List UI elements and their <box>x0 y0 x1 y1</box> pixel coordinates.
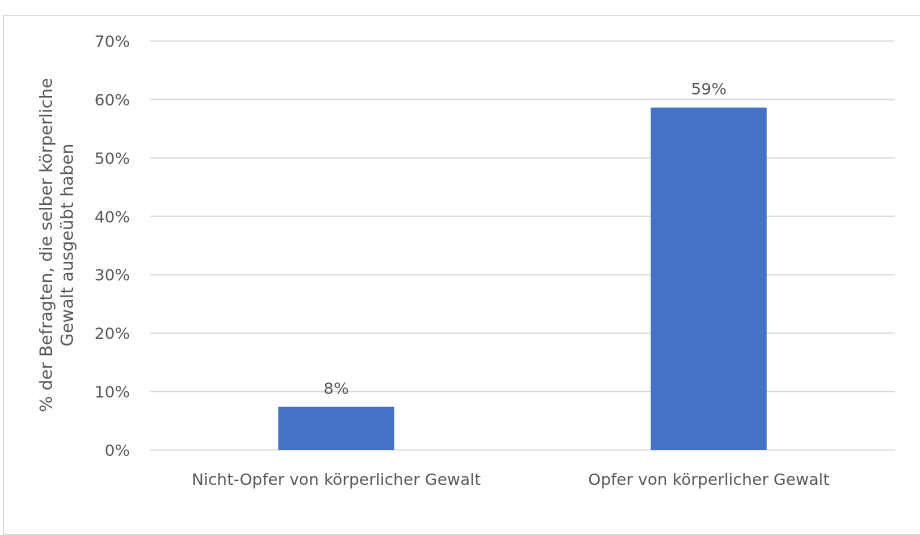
y-tick-label: 60% <box>94 90 130 109</box>
y-tick-label: 70% <box>94 32 130 51</box>
y-axis-label-line-1: % der Befragten, die selber körperliche <box>37 78 57 412</box>
bar <box>278 406 395 450</box>
y-tick-label: 30% <box>94 266 130 285</box>
bar-chart: 0% 10% 20% 30% 40% 50% 60% 70% 8% 59% Nicht-Opfe… <box>37 32 895 489</box>
y-tick-label: 50% <box>94 149 130 168</box>
x-tick-label: Opfer von körperlicher Gewalt <box>588 470 829 489</box>
y-axis-label-line-2: Gewalt ausgeübt haben <box>58 144 78 347</box>
x-tick-label: Nicht-Opfer von körperlicher Gewalt <box>192 470 481 489</box>
y-tick-label: 0% <box>105 441 130 460</box>
data-label: 8% <box>324 379 349 398</box>
gridlines <box>150 40 895 451</box>
bar <box>650 107 767 450</box>
x-tick-labels: Nicht-Opfer von körperlicher Gewalt Opfer… <box>192 470 830 489</box>
y-tick-label: 40% <box>94 207 130 226</box>
y-tick-label: 20% <box>94 324 130 343</box>
data-label: 59% <box>691 80 727 99</box>
y-tick-label: 10% <box>94 383 130 402</box>
y-tick-labels: 0% 10% 20% 30% 40% 50% 60% 70% <box>94 32 130 460</box>
bars: 8% 59% <box>278 80 767 450</box>
